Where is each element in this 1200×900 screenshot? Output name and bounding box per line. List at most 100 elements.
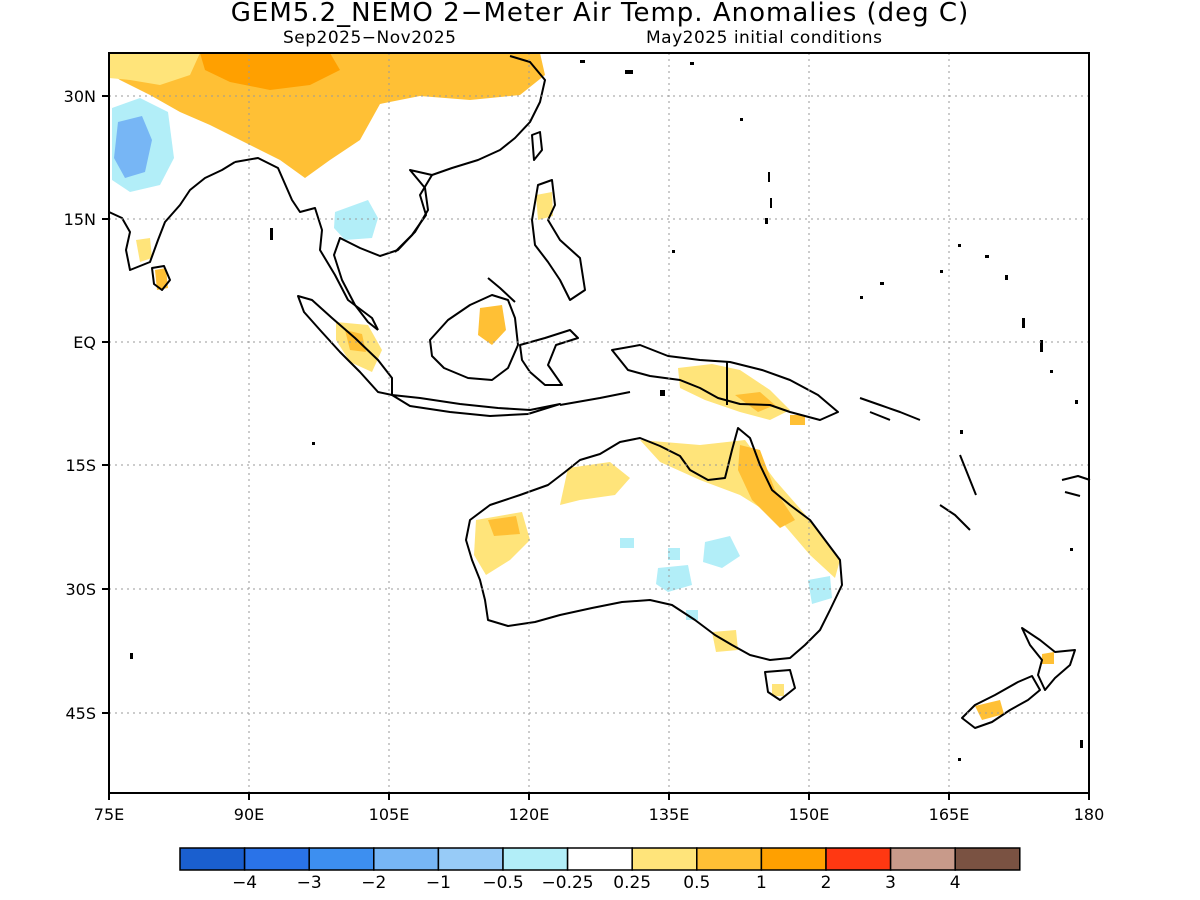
lon-tick-label: 75E: [94, 805, 124, 824]
java-coastline: [391, 394, 561, 417]
colorbar-swatch: [243, 847, 310, 871]
anomaly-region: [656, 565, 692, 592]
anomaly-region: [536, 192, 553, 220]
colorbar-label: 4: [950, 873, 961, 893]
axis-ticks: [102, 95, 1090, 800]
island-mark: [312, 442, 315, 445]
anomaly-region: [136, 238, 152, 262]
island-mark: [860, 296, 863, 299]
island-mark: [625, 70, 633, 74]
anomaly-region: [790, 415, 805, 425]
island-mark: [765, 218, 768, 224]
forecast-period: Sep2025−Nov2025: [283, 28, 457, 48]
colorbar-label: −1: [426, 873, 451, 893]
anomaly-region: [334, 200, 378, 240]
lat-tick-label: 30S: [65, 580, 96, 599]
anomaly-region: [975, 700, 1004, 720]
colorbar-label: 2: [821, 873, 832, 893]
colorbar-label: −0.25: [542, 873, 594, 893]
lat-tick-label: EQ: [73, 333, 96, 352]
anomaly-region: [668, 548, 680, 560]
anomaly-region: [678, 364, 790, 420]
anomaly-region: [735, 392, 775, 412]
pacific-islands: [130, 60, 1083, 761]
colorbar-label: 3: [885, 873, 896, 893]
lon-tick-label: 165E: [929, 805, 970, 824]
lon-tick-label: 180: [1074, 805, 1105, 824]
anomaly-region: [560, 462, 630, 505]
anomaly-region: [686, 610, 698, 620]
island-mark: [940, 270, 943, 273]
anomaly-region: [738, 445, 795, 528]
anomaly-region: [640, 440, 840, 578]
anomaly-region: [478, 305, 506, 345]
colorbar-swatch: [179, 847, 246, 871]
lon-tick-label: 135E: [649, 805, 690, 824]
island-mark: [1022, 318, 1025, 328]
anomaly-region: [772, 684, 784, 696]
anomaly-region: [808, 576, 832, 604]
island-mark: [740, 118, 743, 121]
tasmania-coastline: [764, 669, 796, 701]
borneo-coastline: [429, 294, 519, 381]
island-mark: [270, 228, 273, 240]
island-mark: [660, 390, 665, 396]
india-coastline: [108, 161, 236, 271]
island-mark: [770, 198, 772, 208]
colorbar-swatch: [502, 847, 569, 871]
island-mark: [130, 653, 133, 659]
sri-lanka-coastline: [151, 265, 171, 291]
palawan-coastline: [487, 277, 516, 303]
colorbar-label: −2: [361, 873, 386, 893]
colorbar-swatch: [566, 847, 633, 871]
anomaly-shading: [109, 53, 1054, 720]
colorbar-label: −0.5: [482, 873, 523, 893]
new-zealand-north-island-coastline: [1021, 627, 1076, 691]
island-mark: [1005, 275, 1008, 280]
australia-coastline: [465, 427, 843, 661]
island-mark: [1070, 548, 1073, 551]
anomaly-region: [200, 53, 340, 90]
colorbar-label: 0.5: [683, 873, 710, 893]
anomaly-region: [488, 516, 520, 536]
island-mark: [958, 758, 961, 761]
anomaly-region: [155, 268, 168, 290]
island-mark: [880, 282, 884, 285]
timor-coastline: [559, 391, 631, 406]
lon-tick-label: 150E: [789, 805, 830, 824]
colorbar-swatch: [308, 847, 375, 871]
colorbar: −4 −3 −2 −1 −0.5 −0.25 0.25 0.5 1 2 3 4: [179, 847, 1021, 893]
map-frame: [108, 52, 1090, 794]
colorbar-swatch: [696, 847, 763, 871]
colorbar-swatch: [825, 847, 892, 871]
graticule: [109, 53, 1089, 793]
colorbar-swatch: [889, 847, 956, 871]
island-mark: [1080, 740, 1083, 748]
island-mark: [690, 62, 694, 65]
taiwan-coastline: [531, 131, 543, 161]
island-mark: [958, 244, 961, 247]
colorbar-swatch: [631, 847, 698, 871]
sulawesi-coastline: [519, 329, 579, 386]
colorbar-swatch: [373, 847, 440, 871]
philippines-coastline: [531, 179, 586, 301]
lon-tick-label: 120E: [509, 805, 550, 824]
lat-axis-labels: 30N 15N EQ 15S 30S 45S: [64, 87, 96, 723]
island-mark: [580, 60, 585, 63]
vanuatu-coastline: [939, 454, 977, 531]
lon-tick-label: 90E: [234, 805, 264, 824]
colorbar-label: −3: [297, 873, 322, 893]
lat-tick-label: 15S: [65, 456, 96, 475]
indochina-coastline: [234, 157, 379, 331]
fiji-coastline: [1061, 475, 1091, 497]
colorbar-swatch: [954, 847, 1021, 871]
lat-tick-label: 45S: [65, 704, 96, 723]
coastlines: [108, 55, 1091, 729]
island-mark: [672, 250, 675, 253]
new-zealand-south-island-coastline: [961, 675, 1041, 729]
island-mark: [1050, 370, 1053, 373]
colorbar-label: 1: [756, 873, 767, 893]
anomaly-region: [109, 53, 200, 85]
colorbar-labels: −4 −3 −2 −1 −0.5 −0.25 0.25 0.5 1 2 3 4: [232, 873, 961, 893]
